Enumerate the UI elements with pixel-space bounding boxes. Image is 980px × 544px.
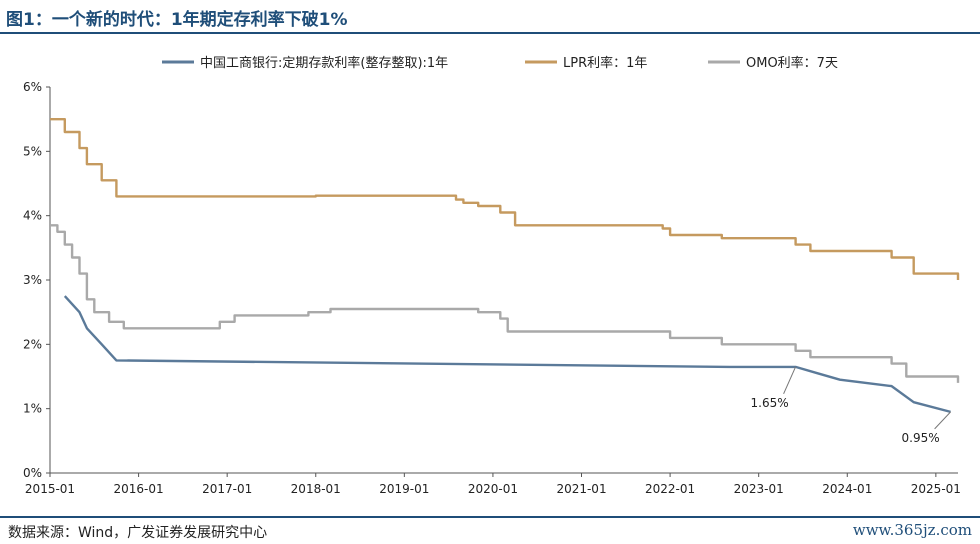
x-tick-label-4: 2019-01 xyxy=(379,482,429,496)
x-tick-label-8: 2023-01 xyxy=(734,482,784,496)
y-tick-label-1: 1% xyxy=(23,402,42,416)
y-tick-label-2: 2% xyxy=(23,337,42,351)
x-tick-label-6: 2021-01 xyxy=(556,482,606,496)
source-note: 数据来源：Wind，广发证券发展研究中心 xyxy=(8,525,268,541)
x-tick-label-2: 2017-01 xyxy=(202,482,252,496)
annotation-leader-1 xyxy=(783,366,797,395)
y-tick-label-4: 4% xyxy=(23,209,42,223)
series-line-3 xyxy=(50,224,960,383)
legend-label-1: 中国工商银行:定期存款利率(整存整取):1年 xyxy=(200,55,448,71)
y-tick-label-3: 3% xyxy=(23,273,42,287)
y-tick-label-6: 6% xyxy=(23,80,42,94)
x-tick-label-1: 2016-01 xyxy=(114,482,164,496)
x-tick-label-9: 2024-01 xyxy=(822,482,872,496)
watermark: www.365jz.com xyxy=(852,521,972,539)
chart-series xyxy=(50,118,960,414)
series-line-2 xyxy=(50,118,960,280)
series-line-1 xyxy=(63,295,951,414)
annotation-label-1: 1.65% xyxy=(751,396,789,410)
footer-divider xyxy=(0,516,980,518)
title-bar: 图1：一个新的时代：1年期定存利率下破1% xyxy=(0,0,980,34)
annotation-leader-2 xyxy=(934,411,951,430)
chart-annotations: 1.65% 0.95% xyxy=(751,366,951,445)
x-tick-label-7: 2022-01 xyxy=(645,482,695,496)
x-tick-label-3: 2018-01 xyxy=(291,482,341,496)
chart-legend: 中国工商银行:定期存款利率(整存整取):1年 LPR利率：1年 OMO利率：7天 xyxy=(162,55,838,71)
x-tick-label-5: 2020-01 xyxy=(468,482,518,496)
y-tick-label-0: 0% xyxy=(23,466,42,480)
line-chart: 中国工商银行:定期存款利率(整存整取):1年 LPR利率：1年 OMO利率：7天 0… xyxy=(23,55,961,496)
x-tick-label-0: 2015-01 xyxy=(25,482,75,496)
x-tick-label-10: 2025-01 xyxy=(911,482,961,496)
legend-label-3: OMO利率：7天 xyxy=(746,55,838,71)
chart-title: 图1：一个新的时代：1年期定存利率下破1% xyxy=(6,10,348,30)
y-tick-label-5: 5% xyxy=(23,144,42,158)
chart-axes: 0% 1% 2% 3% 4% 5% 6% 2015-01 2016-01 2017-01 2018-… xyxy=(23,80,961,496)
legend-label-2: LPR利率：1年 xyxy=(563,55,647,71)
annotation-label-2: 0.95% xyxy=(902,431,940,445)
